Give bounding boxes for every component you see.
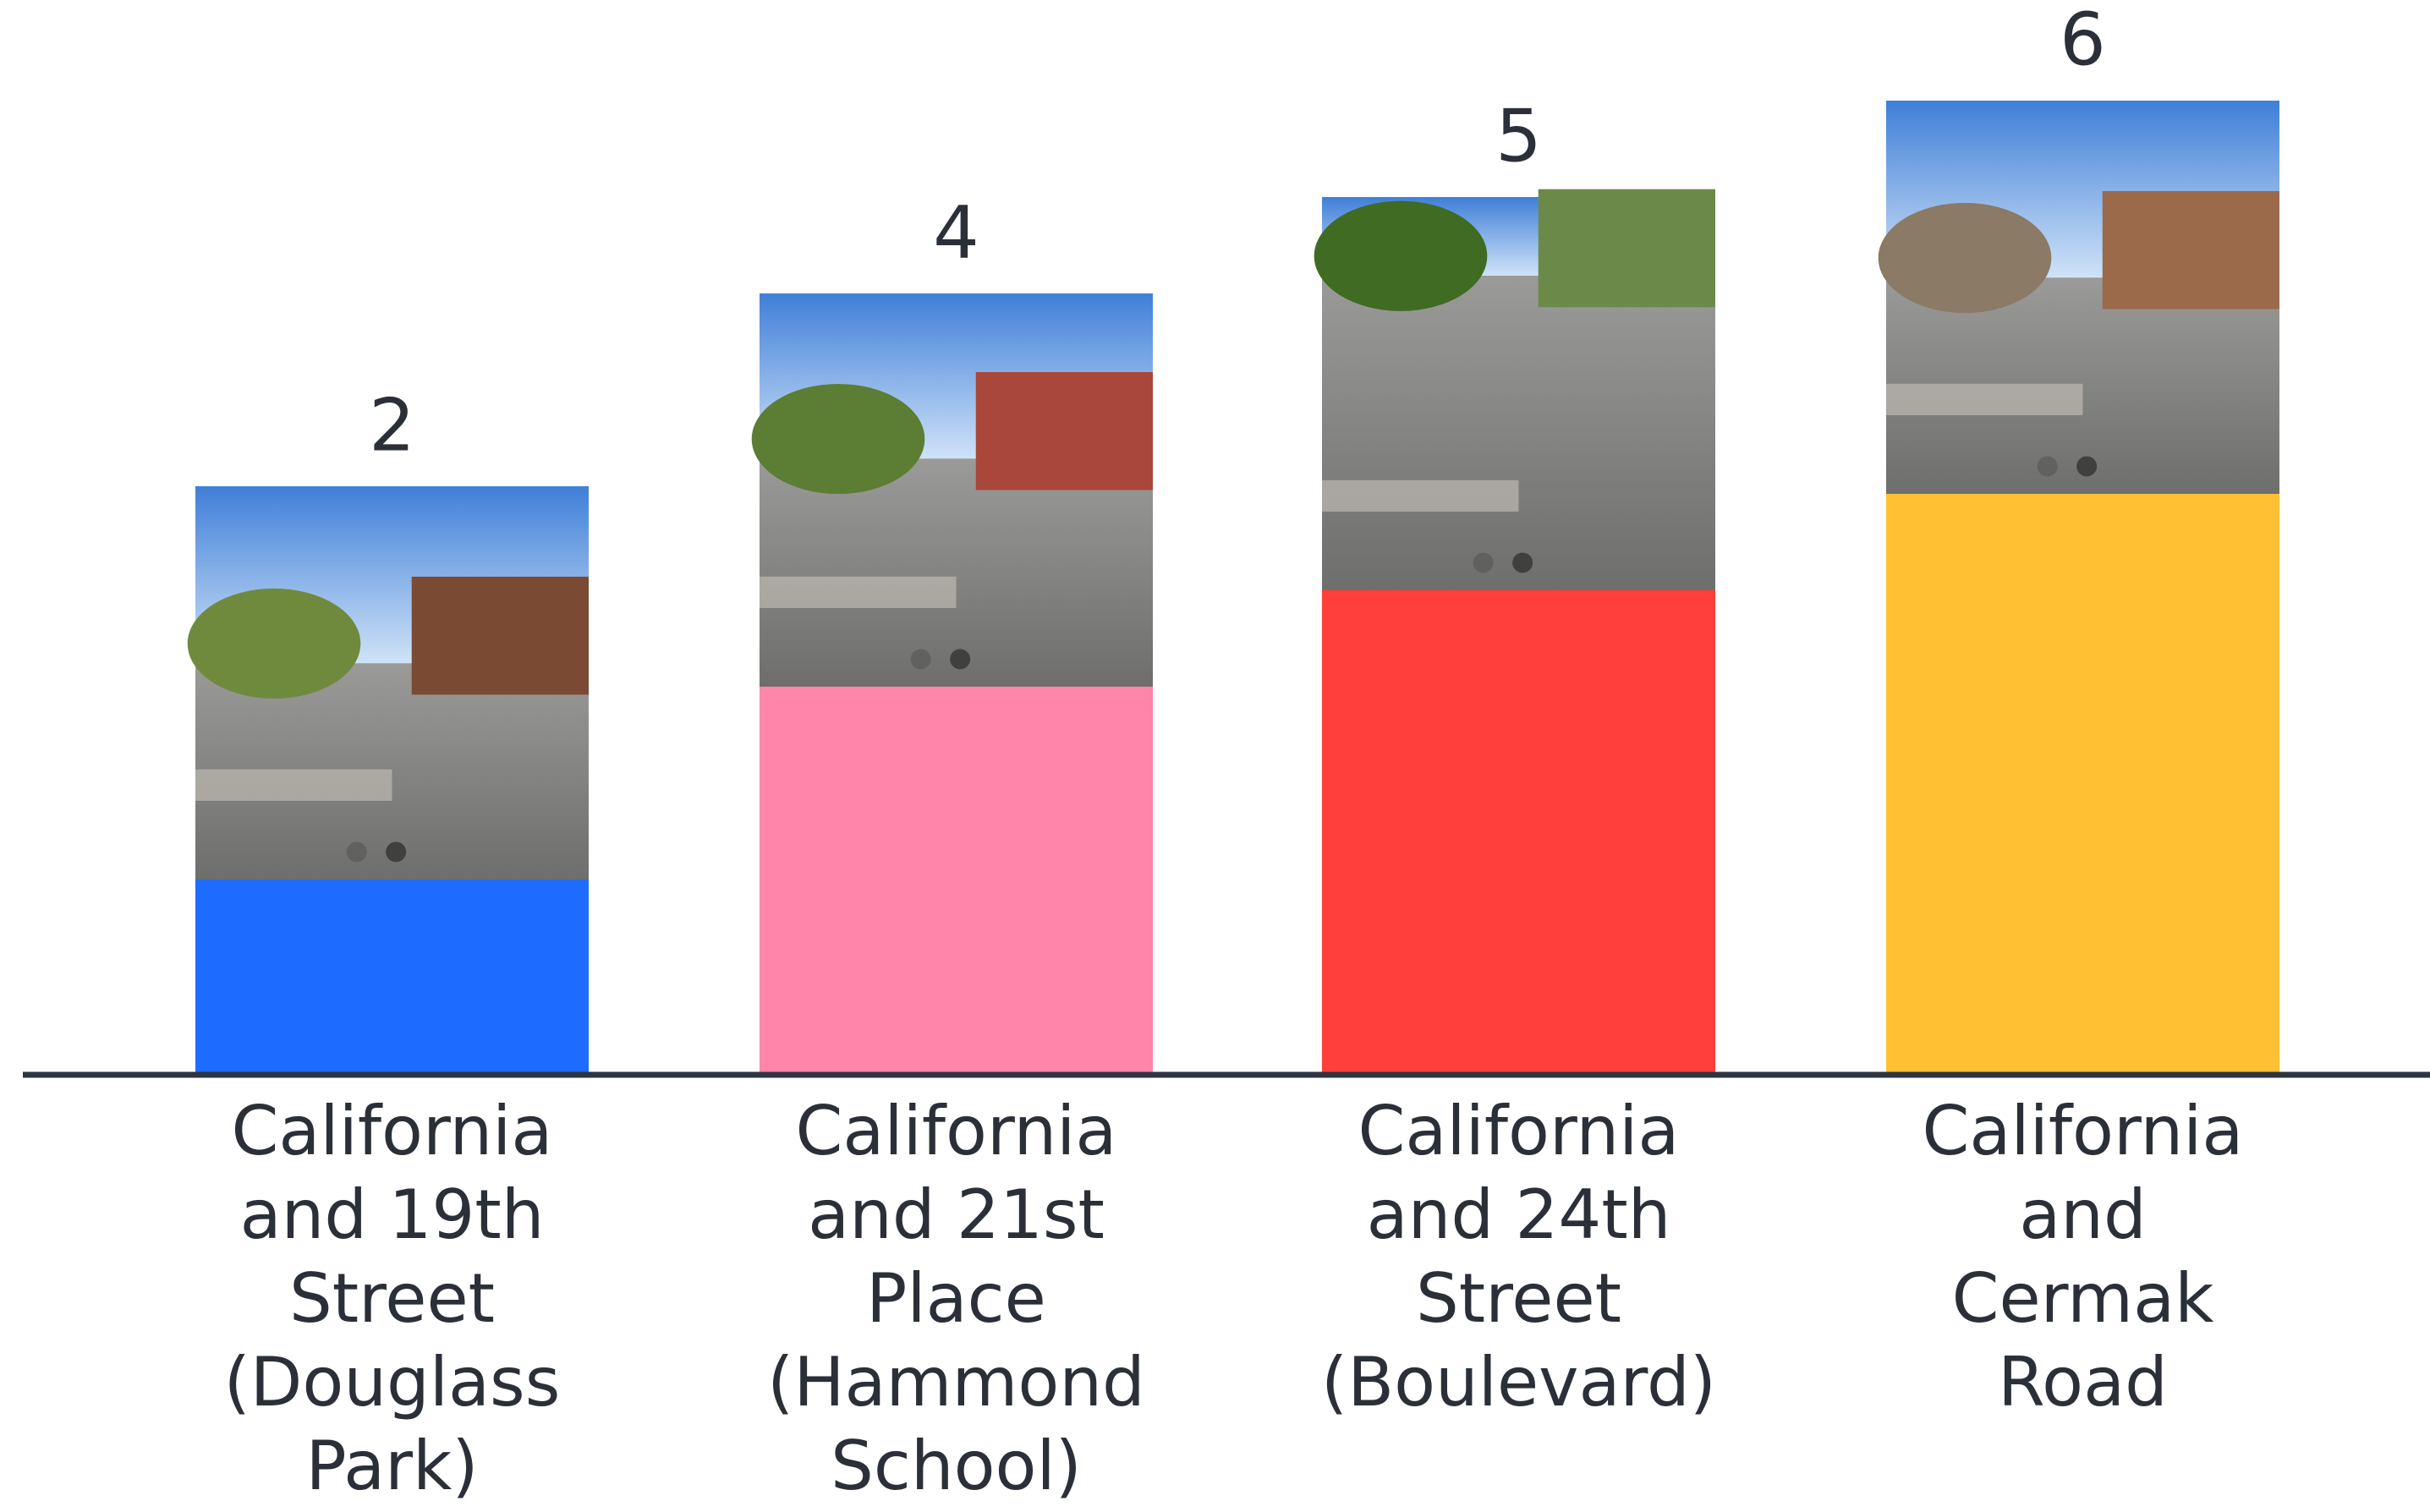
- x-tick-label: California: [1923, 1092, 2244, 1170]
- photo-nav: [386, 841, 407, 863]
- photo-nav: [910, 649, 931, 670]
- bar: [195, 879, 589, 1072]
- photo-building: [411, 576, 589, 695]
- value-label: 2: [369, 383, 415, 468]
- photo-sidewalk: [1322, 479, 1519, 512]
- bar: [1886, 494, 2279, 1072]
- photo-nav: [950, 649, 971, 670]
- photo-sidewalk: [195, 769, 392, 801]
- bar: [760, 687, 1153, 1072]
- x-tick-label: Street: [289, 1259, 495, 1338]
- bar-photo: [751, 293, 1153, 687]
- x-tick-label: California: [796, 1092, 1117, 1170]
- bar-photo: [187, 486, 589, 879]
- x-tick-label: California: [232, 1092, 553, 1170]
- photo-building: [1538, 189, 1715, 308]
- photo-road: [760, 458, 1153, 687]
- photo-tree: [1314, 200, 1488, 311]
- value-label: 6: [2060, 0, 2106, 82]
- photo-tree: [751, 383, 925, 495]
- photo-road: [1322, 276, 1715, 590]
- photo-nav: [2076, 456, 2098, 477]
- photo-tree: [1878, 202, 2052, 314]
- x-tick-label: California: [1358, 1092, 1680, 1170]
- x-tick-label: and 21st: [808, 1175, 1105, 1254]
- value-label: 4: [933, 190, 979, 275]
- x-tick-label: and 24th: [1367, 1175, 1671, 1254]
- x-tick-label: (Boulevard): [1321, 1343, 1716, 1422]
- x-tick-label: (Hammond: [767, 1343, 1145, 1422]
- x-tick-label: Park): [305, 1427, 478, 1505]
- photo-building: [2102, 190, 2279, 310]
- bar-photo: [1878, 101, 2279, 494]
- x-tick-label: and: [2019, 1175, 2147, 1254]
- photo-sidewalk: [760, 576, 957, 608]
- bar-photo: [1314, 189, 1715, 590]
- x-tick-label: Street: [1416, 1259, 1621, 1338]
- bar: [1322, 590, 1715, 1072]
- photo-building: [975, 372, 1153, 490]
- x-tick-label: Cermak: [1952, 1259, 2215, 1338]
- photo-nav: [1512, 552, 1533, 573]
- x-tick-label: and 19th: [240, 1175, 545, 1254]
- photo-tree: [187, 588, 361, 699]
- x-tick-label: School): [831, 1427, 1082, 1505]
- photo-nav: [2037, 456, 2058, 477]
- photo-nav: [346, 841, 367, 863]
- x-tick-label: (Douglass: [224, 1343, 561, 1422]
- x-tick-label: Place: [866, 1259, 1046, 1338]
- photo-nav: [1473, 552, 1494, 573]
- value-label: 5: [1495, 94, 1542, 178]
- x-tick-label: Road: [1998, 1343, 2168, 1422]
- photo-sidewalk: [1886, 383, 2083, 415]
